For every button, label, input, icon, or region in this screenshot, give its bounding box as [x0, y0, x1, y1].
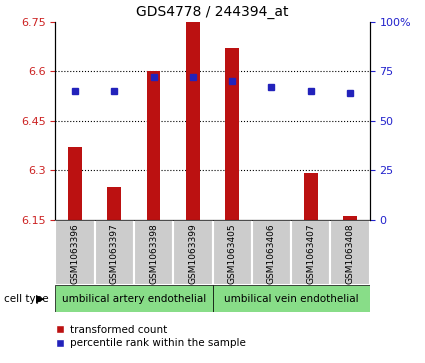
Text: GSM1063399: GSM1063399: [188, 223, 197, 284]
Text: GSM1063408: GSM1063408: [346, 223, 354, 284]
Text: GSM1063406: GSM1063406: [267, 223, 276, 284]
Bar: [331, 220, 370, 285]
Text: umbilical vein endothelial: umbilical vein endothelial: [224, 294, 358, 303]
Bar: [225, 48, 239, 220]
Bar: [108, 187, 121, 220]
Text: cell type: cell type: [4, 294, 49, 303]
Text: GSM1063405: GSM1063405: [228, 223, 237, 284]
Bar: [55, 285, 212, 312]
Text: GSM1063398: GSM1063398: [149, 223, 158, 284]
Text: GSM1063397: GSM1063397: [110, 223, 119, 284]
Bar: [212, 285, 370, 312]
Bar: [212, 220, 252, 285]
Text: GSM1063396: GSM1063396: [71, 223, 79, 284]
Text: GSM1063407: GSM1063407: [306, 223, 315, 284]
Bar: [343, 216, 357, 220]
Bar: [304, 174, 317, 220]
Text: ▶: ▶: [36, 294, 45, 303]
Bar: [291, 220, 331, 285]
Bar: [134, 220, 173, 285]
Bar: [68, 147, 82, 220]
Legend: transformed count, percentile rank within the sample: transformed count, percentile rank withi…: [52, 321, 250, 352]
Bar: [173, 220, 212, 285]
Bar: [186, 22, 200, 220]
Bar: [94, 220, 134, 285]
Bar: [147, 71, 160, 220]
Bar: [55, 220, 94, 285]
Title: GDS4778 / 244394_at: GDS4778 / 244394_at: [136, 5, 289, 19]
Text: umbilical artery endothelial: umbilical artery endothelial: [62, 294, 206, 303]
Bar: [252, 220, 291, 285]
